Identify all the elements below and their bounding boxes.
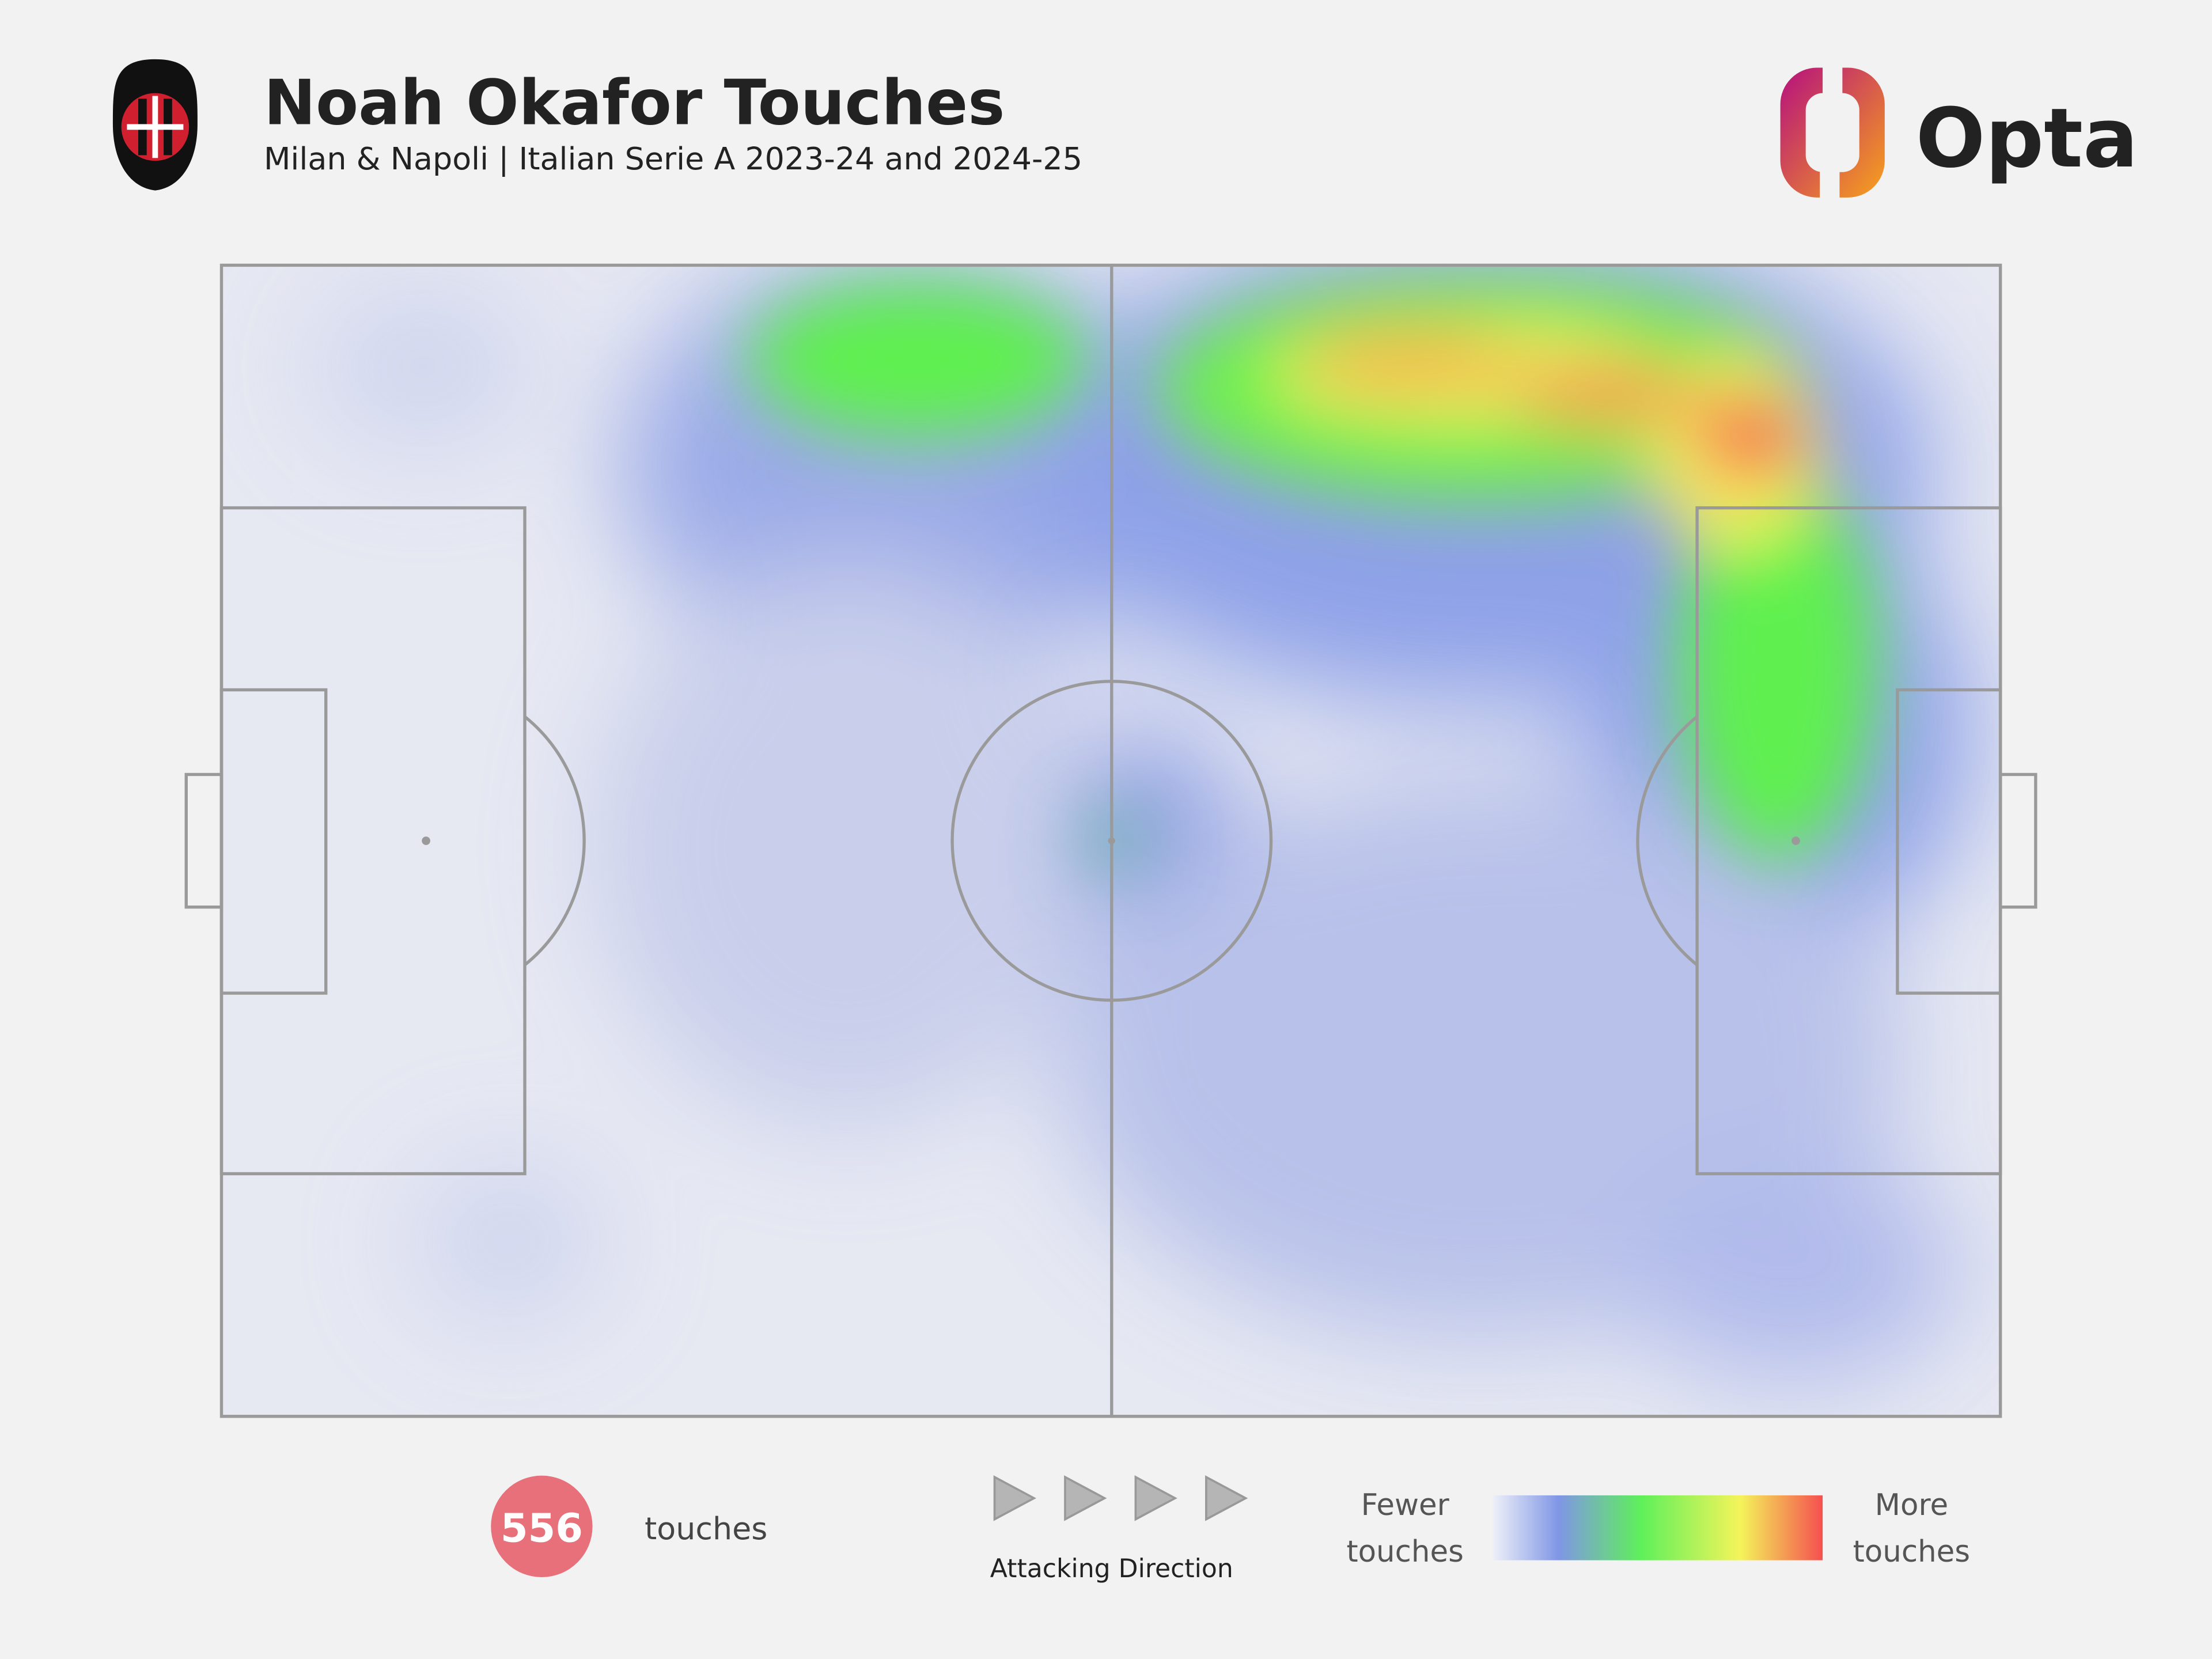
brand-logo: [1780, 56, 1885, 203]
subtitle: Milan & Napoli | Italian Serie A 2023-24…: [264, 141, 1082, 177]
brand-name: Opta: [1916, 91, 2138, 186]
touches-count: 556: [501, 1506, 583, 1552]
legend-low: Fewer: [1361, 1488, 1450, 1522]
touches-label: touches: [645, 1510, 767, 1547]
legend-high: More: [1875, 1488, 1948, 1522]
direction-arrows: [993, 1475, 1248, 1521]
legend-gradient: [1493, 1495, 1823, 1560]
club-badge: [112, 59, 198, 191]
pitch: [184, 263, 2037, 1418]
touches-badge: [491, 1475, 593, 1577]
legend-low: touches: [1346, 1535, 1463, 1569]
title: Noah Okafor Touches: [264, 67, 1005, 139]
legend-high: touches: [1853, 1535, 1970, 1569]
direction-label: Attacking Direction: [990, 1554, 1233, 1584]
